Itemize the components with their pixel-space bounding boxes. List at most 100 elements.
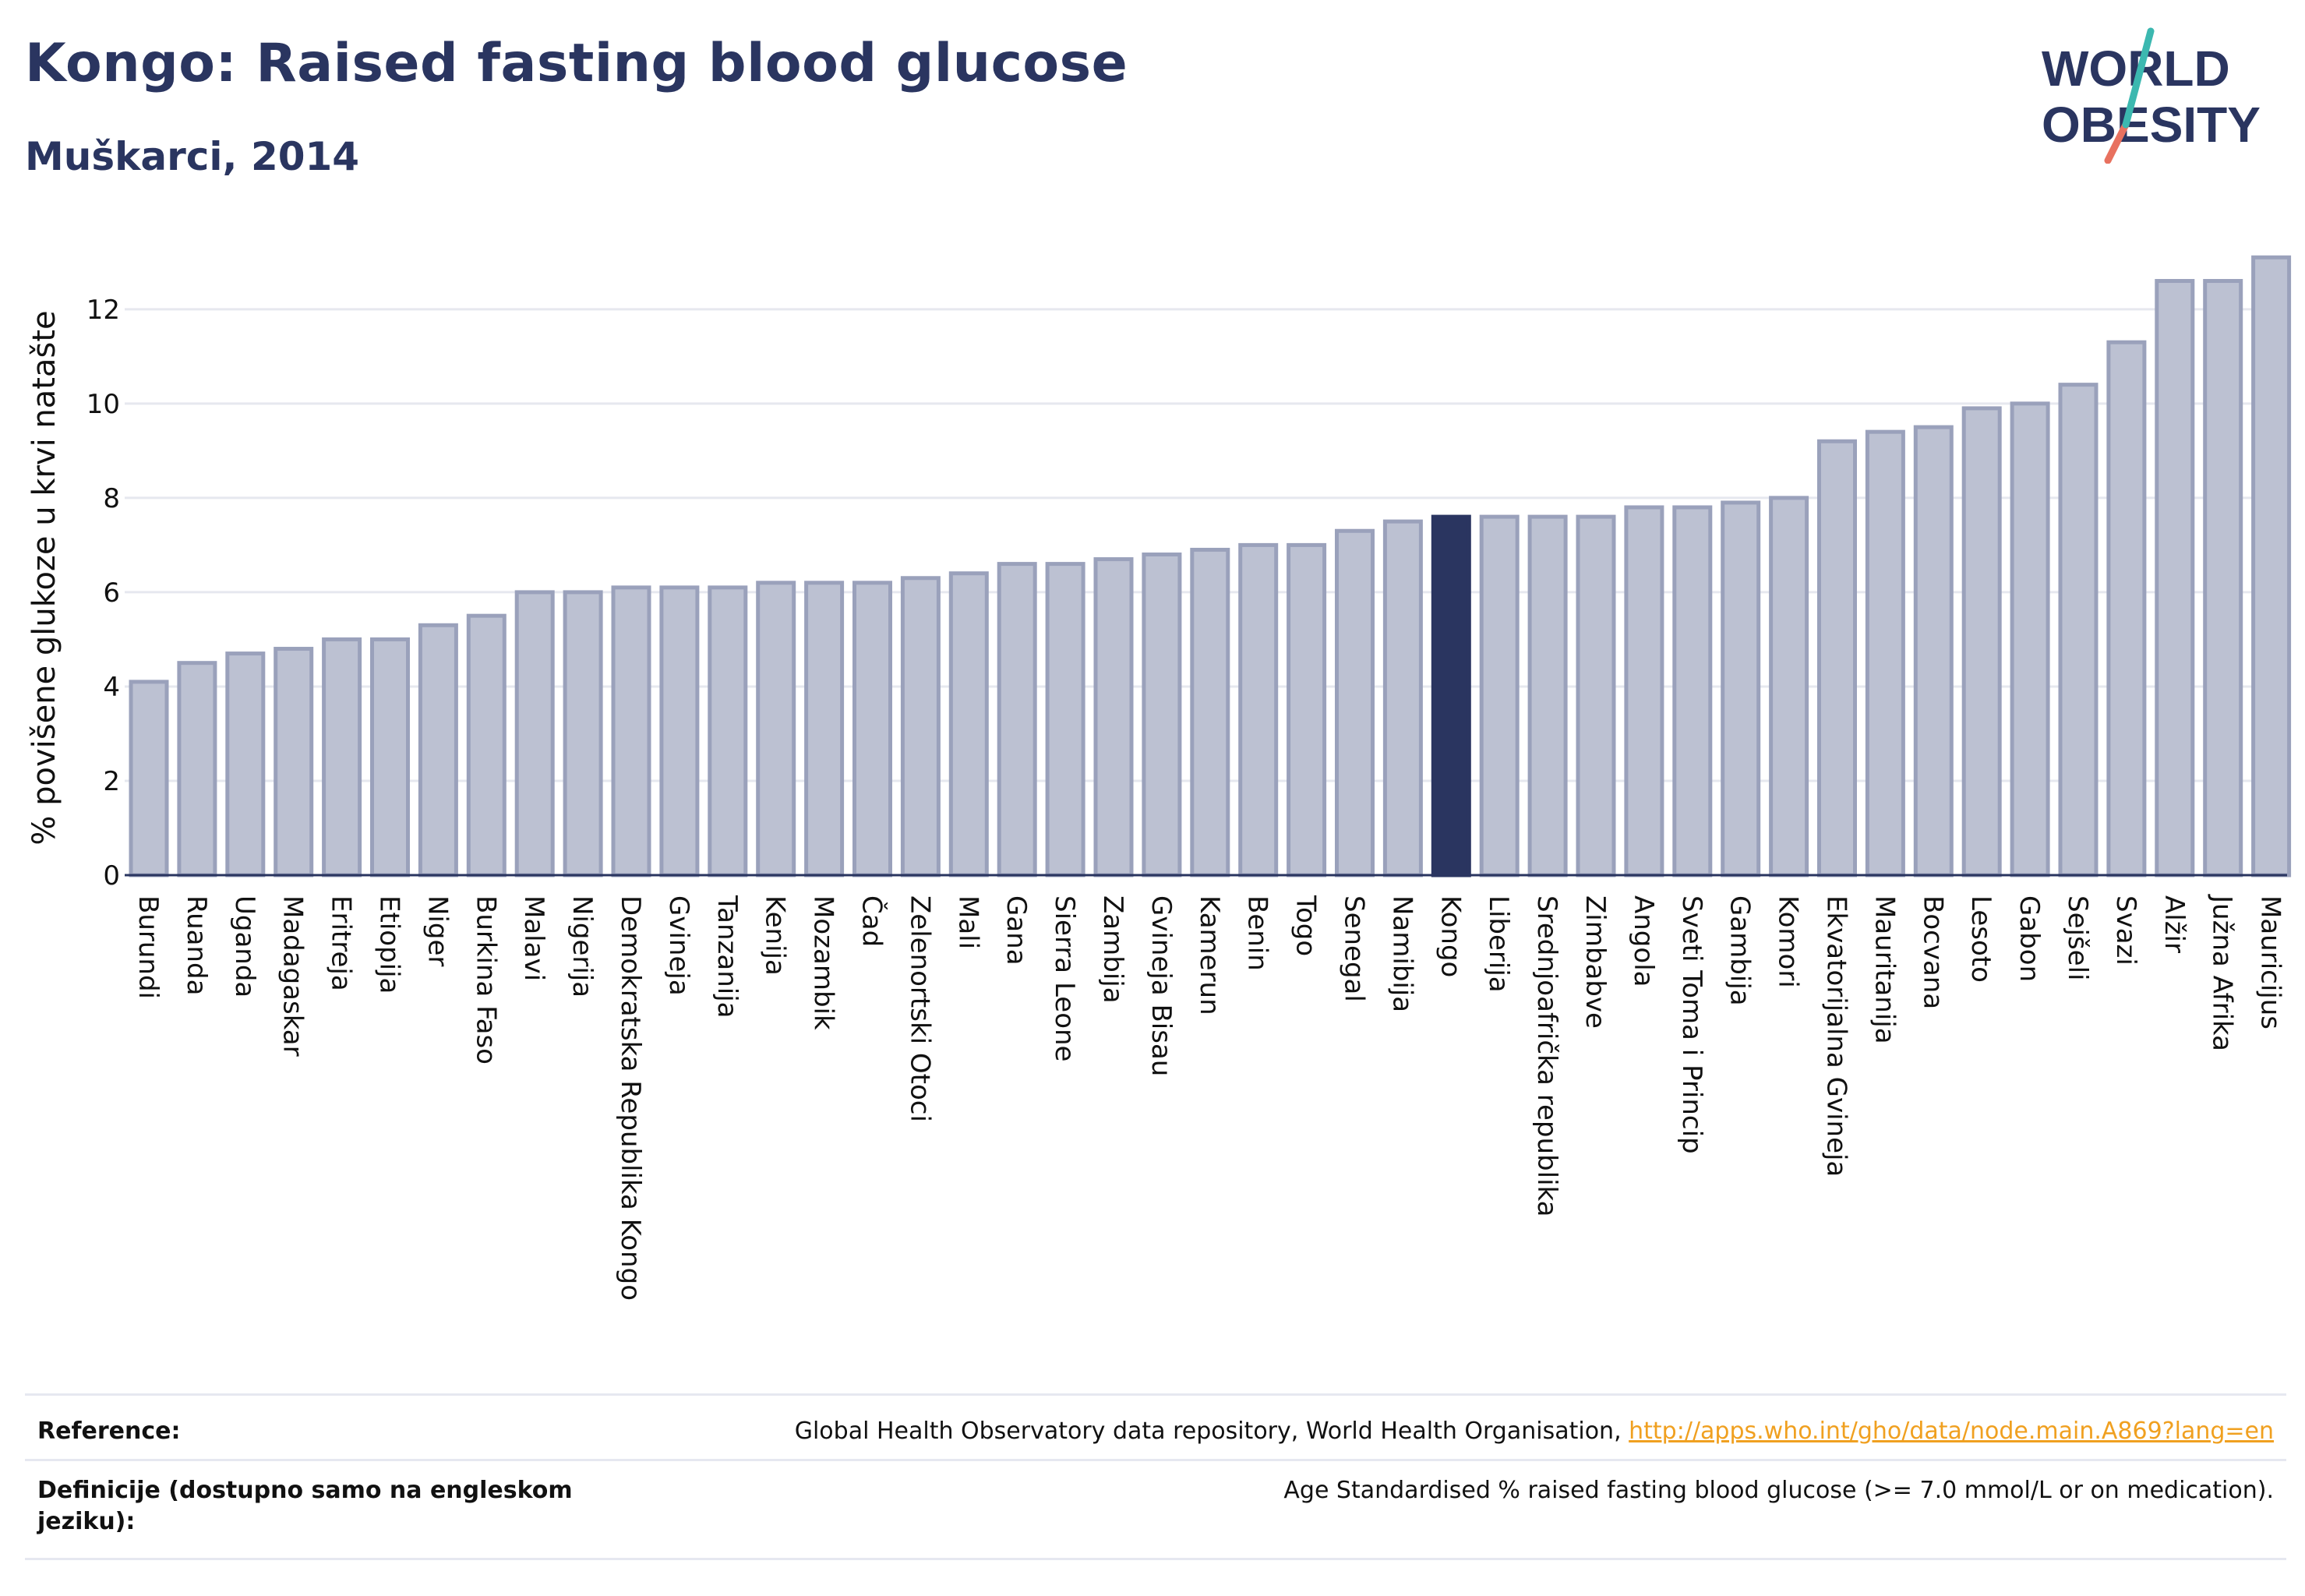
bar xyxy=(1817,439,1857,877)
bar xyxy=(1913,425,1954,877)
bar-chart: 0 2 4 6 8 10 12 Burundi Ruanda Uganda Madagaskar E… xyxy=(26,255,2292,1301)
bar xyxy=(418,623,458,877)
x-tick-label: Gvineja Bisau xyxy=(1145,895,1177,1076)
x-tick-label: Čad xyxy=(856,895,888,947)
logo-slash-teal xyxy=(2122,27,2155,129)
x-tick-label: Južna Afrika xyxy=(2207,894,2238,1051)
bar xyxy=(177,661,217,877)
x-tick-label: Sveti Toma i Princip xyxy=(1676,895,1707,1154)
bar xyxy=(1721,500,1761,877)
x-tick-label: Malavi xyxy=(518,895,549,981)
x-tick-label: Gambija xyxy=(1724,895,1756,1006)
definition-row: Definicije (dostupno samo na engleskom j… xyxy=(25,1459,2286,1560)
bar xyxy=(1382,519,1423,877)
bar xyxy=(1479,514,1520,877)
y-tick-layer: 0 2 4 6 8 10 12 xyxy=(86,295,120,892)
x-tick-label: Togo xyxy=(1290,895,1322,956)
y-tick-label: 8 xyxy=(103,483,120,514)
reference-row: Reference: Global Health Observatory dat… xyxy=(25,1393,2286,1461)
y-tick-label: 12 xyxy=(86,295,120,326)
bar xyxy=(2010,401,2050,877)
x-tick-label: Benin xyxy=(1242,895,1273,971)
logo-slash-red xyxy=(2104,121,2130,164)
page-subtitle: Muškarci, 2014 xyxy=(25,134,360,179)
x-tick-label: Tanzanija xyxy=(711,895,743,1018)
bar xyxy=(1045,562,1085,877)
bar xyxy=(852,581,892,877)
bar xyxy=(274,647,314,877)
x-tick-label: Alžir xyxy=(2159,895,2190,953)
x-tick-label: Gana xyxy=(1001,895,1032,966)
reference-label: Reference: xyxy=(37,1418,181,1445)
bar xyxy=(1624,505,1664,877)
reference-text: Global Health Observatory data repositor… xyxy=(795,1416,2274,1447)
x-tick-label: Kongo xyxy=(1435,895,1466,977)
bar xyxy=(2106,340,2147,877)
bar xyxy=(1576,514,1616,877)
x-tick-label: Sierra Leone xyxy=(1049,895,1080,1061)
logo-line2: OBESITY xyxy=(2042,97,2261,153)
bar xyxy=(708,585,748,877)
bar-layer xyxy=(129,255,2292,877)
x-tick-label: Gvineja xyxy=(663,895,694,996)
y-tick-label: 0 xyxy=(103,860,120,892)
x-tick-label: Gabon xyxy=(2014,895,2045,982)
x-tick-label: Nigerija xyxy=(567,895,598,998)
world-obesity-logo: WORLD OBESITY xyxy=(2042,27,2261,164)
x-tick-label: Zimbabve xyxy=(1580,895,1611,1029)
x-tick-label: Senegal xyxy=(1339,895,1370,1002)
x-tick-label: Mauritanija xyxy=(1869,895,1900,1044)
x-tick-label: Mauricijus xyxy=(2255,895,2286,1029)
x-tick-label: Svazi xyxy=(2110,895,2141,966)
definition-label-line1: Definicije (dostupno samo na engleskom xyxy=(37,1477,573,1504)
bar xyxy=(322,637,362,877)
bar xyxy=(1190,547,1230,877)
x-tick-label: Kamerun xyxy=(1194,895,1225,1015)
bar xyxy=(2155,279,2195,877)
x-tick-label: Srednjoafrička republika xyxy=(1531,895,1562,1216)
x-tick-label: Zelenortski Otoci xyxy=(904,895,935,1122)
x-tick-label: Demokratska Republika Kongo xyxy=(615,895,646,1301)
bar xyxy=(2203,279,2243,877)
bar-highlight xyxy=(1431,514,1471,877)
y-tick-label: 10 xyxy=(86,389,120,420)
x-tick-label: Komori xyxy=(1773,895,1804,988)
bar xyxy=(756,581,796,877)
definition-label-line2: jeziku): xyxy=(37,1508,136,1535)
page-title: Kongo: Raised fasting blood glucose xyxy=(25,33,1128,94)
x-tick-layer: Burundi Ruanda Uganda Madagaskar Eritreja Eti… xyxy=(132,894,2286,1301)
x-tick-label: Madagaskar xyxy=(277,895,309,1057)
x-tick-label: Burkina Faso xyxy=(470,895,501,1065)
bar xyxy=(804,581,845,877)
reference-source: Global Health Observatory data repositor… xyxy=(794,1418,1629,1445)
x-tick-label: Ruanda xyxy=(181,895,212,995)
x-tick-label: Kenija xyxy=(760,895,791,976)
bar xyxy=(997,562,1037,877)
reference-link[interactable]: http://apps.who.int/gho/data/node.main.A… xyxy=(1629,1418,2274,1445)
definition-text: Age Standardised % raised fasting blood … xyxy=(1283,1477,2274,1504)
x-tick-label: Burundi xyxy=(132,895,164,999)
bar xyxy=(1335,528,1375,877)
x-tick-label: Ekvatorijalna Gvineja xyxy=(1821,895,1852,1177)
bar xyxy=(466,613,507,877)
bar xyxy=(1093,557,1134,877)
y-tick-label: 2 xyxy=(103,766,120,797)
x-tick-label: Niger xyxy=(422,895,453,966)
x-tick-label: Eritreja xyxy=(326,895,357,991)
x-tick-label: Bocvana xyxy=(1917,895,1948,1009)
bar xyxy=(1672,505,1713,877)
x-tick-label: Etiopija xyxy=(374,895,405,994)
bar xyxy=(2058,383,2099,877)
definition-label: Definicije (dostupno samo na engleskom j… xyxy=(37,1475,573,1538)
bar xyxy=(225,651,266,877)
y-axis-label: % povišene glukoze u krvi natašte xyxy=(26,310,62,845)
bar xyxy=(1287,542,1327,877)
bar xyxy=(370,637,410,877)
bar xyxy=(659,585,700,877)
bar xyxy=(1769,496,1809,877)
y-tick-label: 6 xyxy=(103,577,120,609)
bar xyxy=(1527,514,1568,877)
x-tick-label: Uganda xyxy=(229,895,260,998)
bar xyxy=(1961,406,2002,877)
x-tick-label: Namibija xyxy=(1386,895,1417,1012)
